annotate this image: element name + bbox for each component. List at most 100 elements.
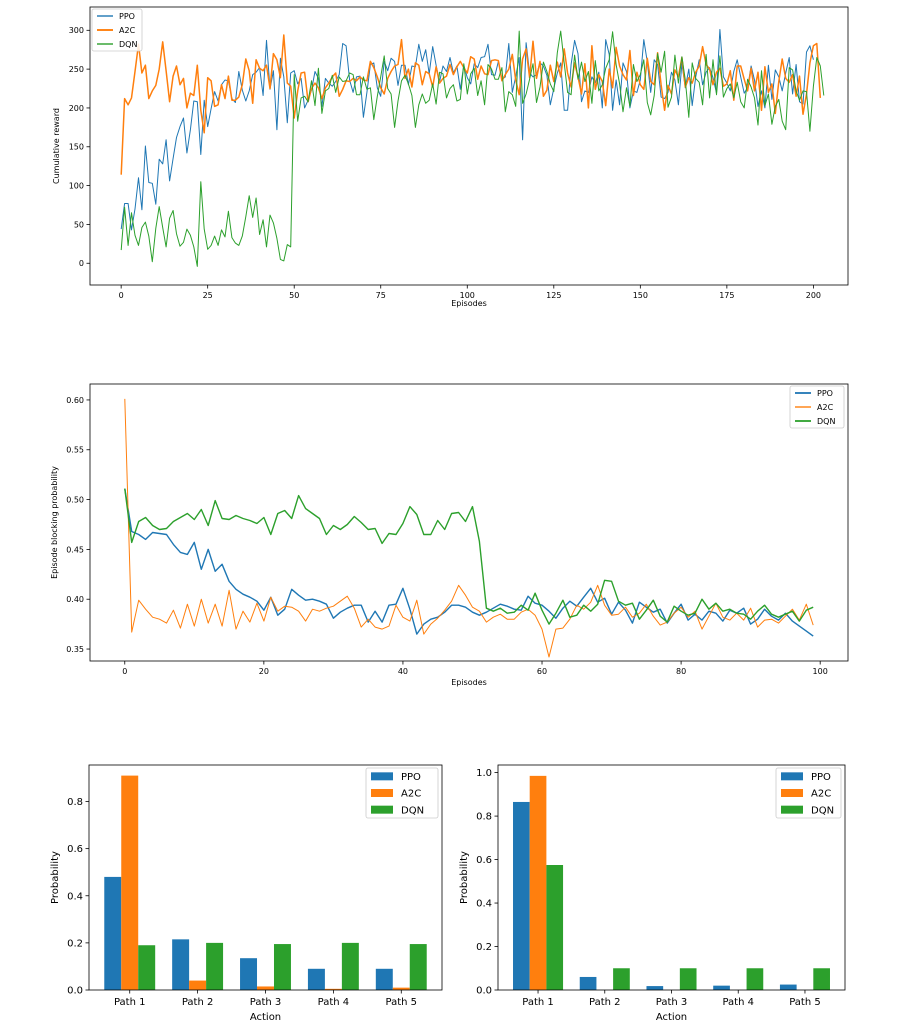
bar-dqn-1	[546, 865, 564, 990]
x-tick-label: Path 3	[656, 997, 688, 1008]
bar-ppo-1	[104, 876, 122, 990]
bar-dqn-2	[613, 968, 630, 990]
chart-3: 0.0 0.2 0.4 0.6 0.8 Path 1 Path 2 Path 3 Path 4 P…	[50, 764, 443, 1023]
y-tick-label: 0.55	[66, 446, 84, 455]
x-tick-label: Path 1	[114, 997, 146, 1008]
bar-a2c-1	[529, 775, 547, 990]
series-line-dqn	[120, 30, 825, 267]
chart-4: 0.0 0.2 0.4 0.6 0.8 1.0 Path 1 Path 2 Path 3 Path…	[459, 764, 846, 1023]
bar-a2c-3	[257, 986, 274, 990]
bar-dqn-2	[206, 942, 224, 990]
x-tick-label: Path 2	[589, 997, 621, 1008]
y-axis-label: Probability	[50, 851, 61, 904]
y-axis-label: Cumulative reward	[52, 108, 61, 184]
y-tick-label: 0.8	[476, 812, 492, 823]
legend-label-dqn: DQN	[811, 805, 834, 816]
x-axis-label: Episodes	[451, 299, 487, 308]
legend-label-a2c: A2C	[401, 789, 421, 800]
series-line-a2c	[120, 34, 822, 175]
bar-a2c-1	[121, 775, 139, 990]
legend: PPO A2C DQN	[775, 767, 842, 819]
y-tick-label: 50	[74, 220, 84, 229]
series-line-ppo	[124, 488, 814, 637]
y-tick-label: 250	[69, 65, 84, 74]
x-tick-label: 175	[719, 291, 734, 300]
y-tick-label: 0.0	[67, 986, 83, 997]
y-axis-label: Probability	[459, 851, 470, 904]
x-axis-label: Episodes	[451, 678, 487, 687]
x-tick-label: 150	[633, 291, 648, 300]
y-tick-label: 0.60	[66, 396, 84, 405]
bar-dqn-4	[341, 942, 359, 990]
y-tick-label: 0.35	[66, 645, 84, 654]
y-tick-label: 200	[69, 104, 84, 113]
bar-ppo-2	[172, 939, 190, 990]
legend-swatch-a2c	[781, 789, 803, 797]
legend-label-ppo: PPO	[401, 772, 421, 783]
y-tick-label: 0.0	[476, 986, 492, 997]
bar-ppo-4	[713, 985, 730, 990]
legend-label-ppo: PPO	[817, 389, 833, 398]
y-tick-label: 0	[79, 259, 84, 268]
y-tick-label: 0.50	[66, 495, 84, 504]
y-tick-label: 150	[69, 143, 84, 152]
y-tick-label: 300	[69, 26, 84, 35]
y-tick-label: 0.2	[476, 942, 492, 953]
bar-dqn-3	[273, 944, 291, 990]
series-line-dqn	[124, 488, 814, 625]
x-tick-label: Path 3	[250, 997, 282, 1008]
x-tick-label: 75	[376, 291, 386, 300]
x-tick-label: 0	[119, 291, 124, 300]
x-tick-label: 0	[122, 667, 127, 676]
x-tick-label: 50	[289, 291, 299, 300]
legend-swatch-dqn	[371, 805, 393, 814]
bar-a2c-2	[189, 980, 207, 990]
bar-ppo-3	[240, 958, 258, 990]
legend: PPO A2C DQN	[789, 385, 845, 429]
bar-a2c-5	[392, 987, 410, 990]
y-tick-label: 0.8	[67, 797, 83, 808]
legend-frame	[91, 8, 143, 52]
legend-swatch-a2c	[371, 789, 393, 797]
x-tick-label: Path 4	[722, 997, 754, 1008]
bar-dqn-5	[813, 968, 830, 990]
legend-swatch-ppo	[781, 772, 803, 781]
legend-label-a2c: A2C	[119, 26, 136, 35]
plot-frame	[89, 383, 849, 662]
bar-dqn-5	[409, 944, 427, 990]
legend-label-a2c: A2C	[817, 403, 834, 412]
legend-label-ppo: PPO	[119, 12, 135, 21]
y-tick-label: 0.6	[67, 844, 83, 855]
legend-frame	[789, 385, 845, 429]
bar-dqn-4	[746, 968, 764, 990]
x-tick-label: 20	[259, 667, 269, 676]
x-tick-label: 80	[676, 667, 686, 676]
x-tick-label: 25	[203, 291, 213, 300]
bar-ppo-5	[779, 984, 797, 990]
bar-ppo-4	[307, 968, 325, 990]
y-tick-label: 100	[69, 181, 84, 190]
legend-frame	[775, 767, 842, 819]
legend-swatch-dqn	[781, 805, 803, 814]
x-tick-label: Path 5	[789, 997, 821, 1008]
legend: PPO A2C DQN	[365, 767, 439, 819]
bar-dqn-3	[679, 968, 697, 990]
x-tick-label: Path 5	[386, 997, 418, 1008]
chart-2: 0.35 0.40 0.45 0.50 0.55 0.60 0 20 40 60 80 100 Epis…	[50, 383, 849, 687]
x-axis-label: Action	[250, 1012, 281, 1023]
x-tick-label: 100	[813, 667, 828, 676]
legend-label-a2c: A2C	[811, 789, 831, 800]
bar-dqn-1	[138, 945, 156, 990]
series-line-a2c	[124, 398, 814, 658]
x-tick-label: Path 1	[522, 997, 554, 1008]
x-axis-label: Action	[656, 1012, 687, 1023]
legend-frame	[365, 767, 439, 819]
bar-ppo-5	[375, 968, 393, 990]
y-tick-label: 0.6	[476, 855, 492, 866]
chart-1: 0 50 100 150 200 250 300 0 25 50 75 100 125 150 175 200…	[52, 6, 849, 308]
bar-ppo-3	[646, 986, 664, 990]
legend-swatch-ppo	[371, 772, 393, 781]
x-tick-label: 100	[460, 291, 475, 300]
x-tick-label: Path 4	[318, 997, 350, 1008]
legend-label-dqn: DQN	[119, 40, 137, 49]
